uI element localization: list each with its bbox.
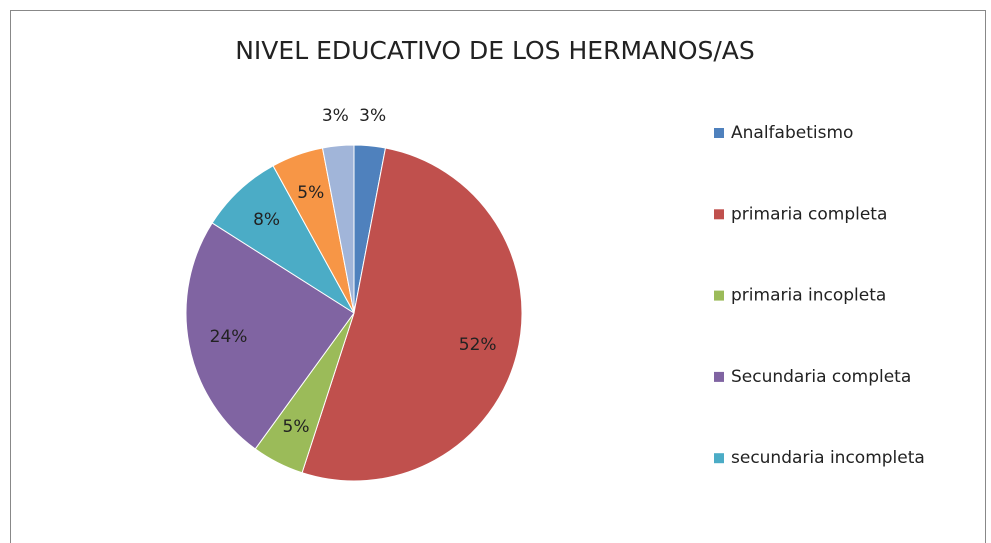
pie-slice bbox=[185, 222, 355, 450]
legend-label: primaria incopleta bbox=[731, 286, 886, 306]
data-label: 24% bbox=[210, 327, 248, 347]
data-label: 5% bbox=[283, 417, 310, 437]
pie-slice bbox=[321, 144, 355, 314]
legend-swatch bbox=[714, 290, 724, 301]
legend-swatch bbox=[714, 209, 724, 220]
legend-label: Secundaria completa bbox=[731, 367, 911, 387]
legend-swatch bbox=[714, 453, 724, 464]
chart-title: NIVEL EDUCATIVO DE LOS HERMANOS/AS bbox=[235, 36, 755, 65]
legend-label: primaria completa bbox=[731, 204, 887, 224]
data-label: 52% bbox=[459, 335, 497, 355]
legend-label: secundaria incompleta bbox=[731, 448, 925, 468]
data-label: 3% bbox=[322, 106, 349, 126]
data-label: 5% bbox=[297, 183, 324, 203]
pie-slice bbox=[301, 147, 523, 482]
legend-swatch bbox=[714, 128, 724, 138]
data-label: 8% bbox=[253, 210, 280, 230]
data-label: 3% bbox=[359, 106, 386, 126]
legend-label: Analfabetismo bbox=[731, 123, 853, 143]
legend-swatch bbox=[714, 371, 724, 382]
